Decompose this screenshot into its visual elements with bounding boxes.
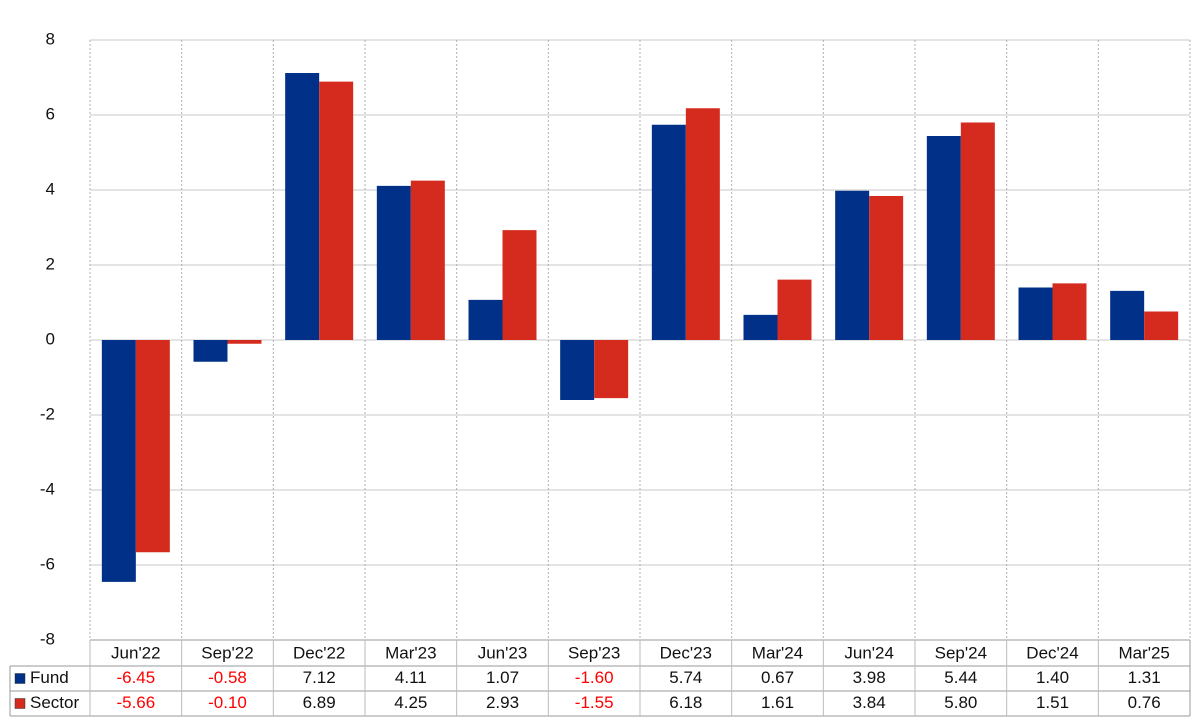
value-label: 0.76 bbox=[1128, 693, 1161, 712]
value-label: 1.07 bbox=[486, 668, 519, 687]
legend-swatch bbox=[14, 673, 26, 684]
bar bbox=[1144, 311, 1179, 340]
x-tick-label: Mar'25 bbox=[1118, 643, 1169, 662]
value-label: 0.67 bbox=[761, 668, 794, 687]
bar bbox=[502, 230, 537, 340]
bar bbox=[926, 136, 961, 340]
value-label: 1.61 bbox=[761, 693, 794, 712]
value-label: -0.58 bbox=[208, 668, 247, 687]
legend-label: Sector bbox=[30, 693, 79, 712]
bar bbox=[410, 180, 445, 340]
bar bbox=[1018, 287, 1053, 340]
x-tick-label: Jun'23 bbox=[478, 643, 528, 662]
bar bbox=[835, 190, 870, 340]
bar bbox=[560, 340, 595, 400]
x-tick-label: Jun'22 bbox=[111, 643, 161, 662]
y-tick-label: -6 bbox=[40, 554, 55, 573]
x-tick-label: Dec'23 bbox=[660, 643, 712, 662]
x-tick-label: Mar'24 bbox=[752, 643, 803, 662]
value-label: 1.31 bbox=[1128, 668, 1161, 687]
y-tick-label: 0 bbox=[46, 329, 55, 348]
bar bbox=[376, 185, 411, 340]
value-label: 7.12 bbox=[303, 668, 336, 687]
x-tick-label: Sep'24 bbox=[935, 643, 987, 662]
value-label: -1.55 bbox=[575, 693, 614, 712]
bar bbox=[135, 340, 170, 553]
y-tick-label: 6 bbox=[46, 104, 55, 123]
x-tick-label: Jun'24 bbox=[844, 643, 894, 662]
bar bbox=[594, 340, 629, 399]
bar bbox=[960, 122, 995, 340]
legend-label: Fund bbox=[30, 668, 69, 687]
bar bbox=[101, 340, 136, 582]
value-label: 5.80 bbox=[944, 693, 977, 712]
value-label: 4.25 bbox=[394, 693, 427, 712]
bar bbox=[685, 108, 720, 340]
y-tick-label: -4 bbox=[40, 479, 55, 498]
y-tick-label: -8 bbox=[40, 629, 55, 648]
bar bbox=[285, 73, 320, 340]
value-label: -5.66 bbox=[116, 693, 155, 712]
bar bbox=[743, 314, 778, 340]
y-tick-label: 8 bbox=[46, 29, 55, 48]
value-label: -0.10 bbox=[208, 693, 247, 712]
value-label: 5.74 bbox=[669, 668, 702, 687]
x-tick-label: Dec'22 bbox=[293, 643, 345, 662]
bar bbox=[193, 340, 228, 362]
y-tick-label: 4 bbox=[46, 179, 55, 198]
bar bbox=[319, 81, 354, 340]
x-tick-label: Sep'22 bbox=[201, 643, 253, 662]
bar bbox=[1110, 290, 1145, 340]
x-tick-label: Dec'24 bbox=[1026, 643, 1078, 662]
bar bbox=[1052, 283, 1087, 340]
y-tick-label: -2 bbox=[40, 404, 55, 423]
bar bbox=[777, 279, 812, 340]
value-label: 5.44 bbox=[944, 668, 977, 687]
value-label: 6.18 bbox=[669, 693, 702, 712]
x-tick-label: Sep'23 bbox=[568, 643, 620, 662]
value-label: 1.51 bbox=[1036, 693, 1069, 712]
value-label: 4.11 bbox=[395, 668, 427, 687]
value-label: -6.45 bbox=[116, 668, 155, 687]
bar bbox=[227, 340, 262, 344]
bar bbox=[468, 299, 503, 340]
bar bbox=[651, 124, 686, 340]
x-tick-label: Mar'23 bbox=[385, 643, 436, 662]
bar bbox=[869, 196, 904, 340]
value-label: 2.93 bbox=[486, 693, 519, 712]
value-label: -1.60 bbox=[575, 668, 614, 687]
value-label: 3.98 bbox=[853, 668, 886, 687]
legend-swatch bbox=[14, 698, 26, 709]
y-tick-label: 2 bbox=[46, 254, 55, 273]
value-label: 3.84 bbox=[853, 693, 886, 712]
value-label: 1.40 bbox=[1036, 668, 1069, 687]
value-label: 6.89 bbox=[303, 693, 336, 712]
